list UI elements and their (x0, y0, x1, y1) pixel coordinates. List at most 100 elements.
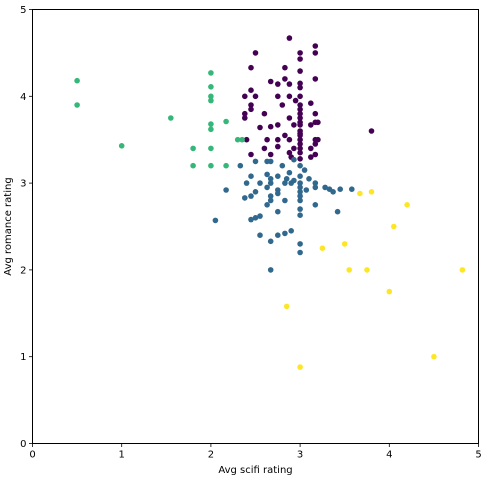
data-point (297, 212, 303, 218)
data-point (267, 176, 274, 182)
data-point (308, 145, 314, 152)
data-point (291, 177, 297, 184)
data-point (431, 353, 437, 360)
data-point (257, 124, 263, 131)
data-point (264, 171, 270, 178)
data-point (297, 136, 303, 143)
y-axis-ticks: 0 1 2 3 4 5 (20, 5, 33, 450)
data-point (368, 189, 375, 195)
data-point (208, 145, 214, 152)
data-point (292, 97, 299, 104)
data-point (303, 187, 310, 193)
data-point (364, 267, 370, 273)
data-point (297, 68, 303, 74)
x-axis-label: Avg scifi rating (218, 465, 292, 476)
data-point (223, 187, 229, 193)
data-point (297, 110, 303, 117)
data-point (248, 102, 254, 108)
data-point (243, 180, 250, 186)
data-point (301, 167, 308, 173)
data-point (252, 50, 259, 56)
data-point (297, 156, 303, 162)
data-point (312, 141, 319, 147)
data-point (291, 145, 297, 152)
plot-frame (32, 9, 479, 444)
data-point (297, 197, 303, 204)
data-point (279, 162, 286, 169)
x-tick-label: 1 (119, 450, 125, 461)
data-point (297, 80, 303, 87)
data-point (286, 169, 293, 176)
data-point (275, 122, 281, 128)
data-point (275, 136, 281, 143)
data-point (386, 288, 393, 295)
data-point (288, 228, 295, 234)
data-point (297, 145, 303, 152)
data-point (264, 202, 270, 208)
data-point (346, 267, 353, 273)
data-point (190, 145, 196, 152)
data-point (341, 241, 348, 247)
data-point (297, 184, 303, 191)
data-point (275, 208, 281, 215)
data-point (275, 232, 281, 238)
data-point (297, 180, 303, 186)
data-point (312, 110, 319, 117)
data-point (312, 151, 319, 158)
data-point (315, 136, 321, 143)
data-point (267, 238, 274, 245)
data-point (308, 100, 314, 106)
data-point (297, 193, 303, 199)
data-point (312, 180, 319, 186)
data-point (297, 56, 303, 62)
data-point (297, 93, 303, 100)
data-point (286, 93, 293, 100)
y-tick-label: 5 (20, 5, 26, 16)
data-point (261, 110, 268, 117)
data-point (286, 149, 293, 156)
data-point (74, 77, 80, 84)
data-point (286, 35, 293, 41)
data-point (297, 173, 303, 179)
data-point (208, 121, 214, 127)
data-point (264, 136, 270, 143)
data-point (297, 241, 303, 247)
data-point (330, 189, 336, 195)
data-point (291, 122, 297, 128)
data-point (275, 143, 281, 150)
data-point (257, 180, 263, 186)
data-point (252, 93, 259, 100)
data-point (242, 195, 248, 201)
points-layer (74, 35, 466, 370)
data-point (315, 119, 321, 126)
y-tick-label: 2 (20, 265, 26, 276)
data-point (286, 136, 293, 143)
data-point (248, 106, 254, 113)
data-point (282, 132, 288, 139)
data-point (190, 162, 196, 169)
data-point (223, 162, 229, 169)
x-tick-label: 0 (29, 450, 35, 461)
data-point (267, 197, 274, 204)
data-point (404, 202, 410, 208)
data-point (297, 141, 303, 147)
data-point (267, 151, 274, 158)
data-point (267, 158, 274, 165)
x-tick-label: 2 (208, 450, 214, 461)
data-point (291, 156, 297, 163)
data-point (208, 162, 214, 169)
data-point (264, 184, 270, 191)
data-point (74, 102, 80, 108)
data-point (279, 102, 286, 108)
data-point (168, 115, 174, 121)
y-tick-label: 0 (20, 439, 26, 450)
plot-area (32, 9, 479, 444)
data-point (297, 132, 303, 139)
data-point (212, 217, 219, 224)
data-point (282, 64, 288, 71)
data-point (297, 115, 303, 121)
data-point (312, 184, 319, 191)
x-tick-label: 5 (475, 450, 481, 461)
data-point (283, 176, 290, 182)
data-point (297, 106, 303, 113)
